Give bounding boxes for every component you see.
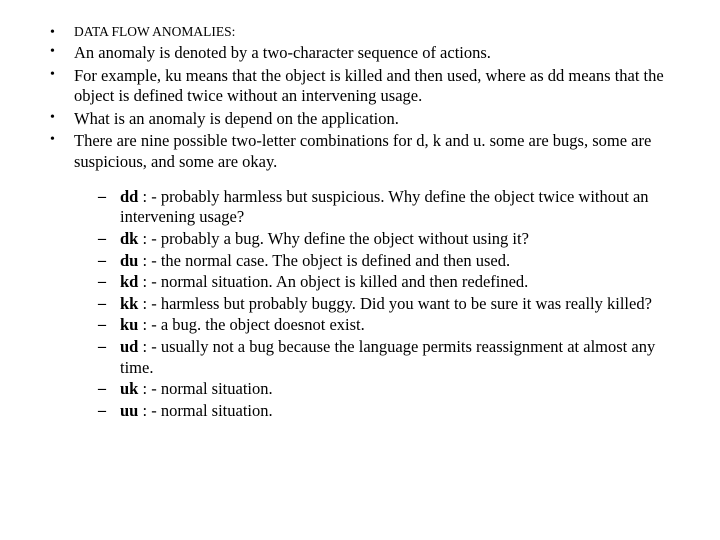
sub-bullet-item: dd : - probably harmless but suspicious.… — [98, 187, 676, 228]
slide-content: DATA FLOW ANOMALIES: An anomaly is denot… — [44, 24, 676, 422]
sub-desc: : - a bug. the object doesnot exist. — [138, 315, 364, 334]
sub-desc: : - usually not a bug because the langua… — [120, 337, 655, 377]
sub-label: dk — [120, 229, 138, 248]
sub-label: kd — [120, 272, 138, 291]
sub-bullet-item: ud : - usually not a bug because the lan… — [98, 337, 676, 378]
sub-label: ku — [120, 315, 138, 334]
bullet-text: There are nine possible two-letter combi… — [74, 131, 651, 171]
sub-desc: : - harmless but probably buggy. Did you… — [138, 294, 652, 313]
sub-desc: : - normal situation. An object is kille… — [138, 272, 528, 291]
heading-bullet: DATA FLOW ANOMALIES: — [44, 24, 676, 41]
sub-label: uk — [120, 379, 138, 398]
bullet-text: What is an anomaly is depend on the appl… — [74, 109, 399, 128]
sub-bullet-item: uu : - normal situation. — [98, 401, 676, 422]
bullet-text: For example, ku means that the object is… — [74, 66, 664, 106]
bullet-text: An anomaly is denoted by a two-character… — [74, 43, 491, 62]
heading-text: DATA FLOW ANOMALIES: — [74, 24, 235, 39]
sub-label: kk — [120, 294, 138, 313]
bullet-item: For example, ku means that the object is… — [44, 66, 676, 107]
sub-desc: : - probably a bug. Why define the objec… — [138, 229, 529, 248]
sub-desc: : - probably harmless but suspicious. Wh… — [120, 187, 649, 227]
sub-desc: : - the normal case. The object is defin… — [138, 251, 510, 270]
sub-bullet-item: dk : - probably a bug. Why define the ob… — [98, 229, 676, 250]
sub-bullet-list: dd : - probably harmless but suspicious.… — [98, 187, 676, 422]
bullet-item: An anomaly is denoted by a two-character… — [44, 43, 676, 64]
sub-bullet-item: kk : - harmless but probably buggy. Did … — [98, 294, 676, 315]
sub-bullet-item: du : - the normal case. The object is de… — [98, 251, 676, 272]
sub-label: dd — [120, 187, 138, 206]
sub-bullet-item: uk : - normal situation. — [98, 379, 676, 400]
sub-label: du — [120, 251, 138, 270]
sub-desc: : - normal situation. — [138, 379, 272, 398]
sub-label: uu — [120, 401, 138, 420]
bullet-item: There are nine possible two-letter combi… — [44, 131, 676, 421]
sub-desc: : - normal situation. — [138, 401, 272, 420]
sub-bullet-item: ku : - a bug. the object doesnot exist. — [98, 315, 676, 336]
sub-label: ud — [120, 337, 138, 356]
sub-bullet-item: kd : - normal situation. An object is ki… — [98, 272, 676, 293]
bullet-item: What is an anomaly is depend on the appl… — [44, 109, 676, 130]
